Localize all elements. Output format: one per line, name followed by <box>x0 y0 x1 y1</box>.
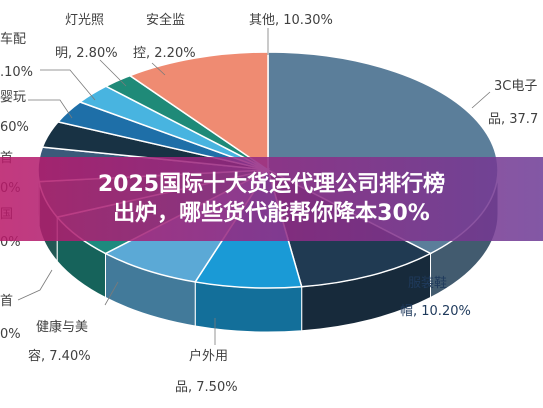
label-fuzhuang-line1: 服装鞋 <box>408 275 447 291</box>
label-shou2-line2: 0% <box>0 327 21 342</box>
label-che-line1: 车配 <box>0 31 26 47</box>
leader-line-bottom-left <box>17 269 53 301</box>
pie-slice-11[interactable] <box>128 51 269 172</box>
label-dengguang-line1: 灯光照 <box>65 13 104 28</box>
label-qita: 其他, 10.30% <box>249 13 333 28</box>
label-dianzi-line1: 3C电子 <box>494 79 537 94</box>
banner-line-2: 出炉，哪些货代能帮你降本30% <box>113 201 430 226</box>
leader-line-jiankang <box>104 281 119 306</box>
leader-line-ying <box>28 99 73 119</box>
label-fuzhuang-line2: 帽, 10.20% <box>400 303 471 319</box>
label-dianzi-line2: 品, 37.7 <box>488 112 538 127</box>
leader-line-che <box>40 69 96 101</box>
leader-lines <box>17 28 491 345</box>
pie-slice-side-2-0 <box>194 281 303 333</box>
banner-headline[interactable]: 2025国际十大货运代理公司排行榜 出炉，哪些货代能帮你降本30% <box>0 170 543 228</box>
label-jiankang-line2: 容, 7.40% <box>28 348 91 364</box>
label-anquan-line2: 控, 2.20% <box>133 46 196 61</box>
leader-line-dengguang <box>99 59 127 87</box>
leader-line-anquan <box>151 62 166 76</box>
promo-banner[interactable]: 2025国际十大货运代理公司排行榜 出炉，哪些货代能帮你降本30% <box>0 157 543 241</box>
label-shou2-line1: 首 <box>0 294 13 309</box>
label-ying-line2: 60% <box>0 120 29 135</box>
leader-line-dianzi <box>471 91 491 109</box>
label-anquan-line1: 安全监 <box>146 12 185 28</box>
label-huwai-line1: 户外用 <box>189 348 228 364</box>
label-huwai-line2: 品, 7.50% <box>175 380 238 395</box>
banner-line-1: 2025国际十大货运代理公司排行榜 <box>97 172 446 197</box>
label-ying-line1: 婴玩 <box>0 90 26 105</box>
label-che-line2: .10% <box>0 65 33 80</box>
label-dengguang-line2: 明, 2.80% <box>55 46 118 61</box>
label-jiankang-line1: 健康与美 <box>36 319 88 335</box>
